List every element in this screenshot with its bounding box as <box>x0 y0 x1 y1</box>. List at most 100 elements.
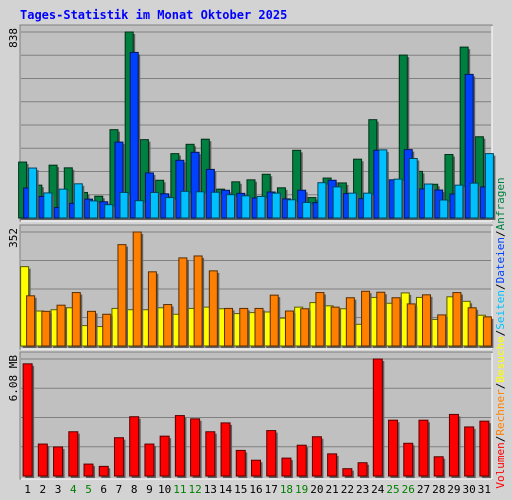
bar-rechner-day-11 <box>178 257 188 347</box>
bar-seiten-day-12 <box>195 191 205 219</box>
bar-rechner-day-28 <box>437 314 447 347</box>
bar-seiten-day-4 <box>73 183 83 219</box>
bar-seiten-day-18 <box>286 199 296 219</box>
bar-rechner-day-31 <box>482 316 492 347</box>
x-tick-label: 10 <box>158 483 171 496</box>
bar-dateien-day-12 <box>190 151 200 219</box>
bar-rechner-day-19 <box>300 308 310 347</box>
x-tick-label: 20 <box>310 483 323 496</box>
bar-volumen-day-17 <box>266 430 277 477</box>
chart-panels: 838 352 6.08 MB <box>7 24 496 480</box>
bar-seiten-day-19 <box>302 201 312 219</box>
bar-rechner-day-30 <box>467 307 477 347</box>
x-tick-label: 9 <box>146 483 153 496</box>
panel-visits: 352 <box>7 224 494 350</box>
x-tick-label: 22 <box>341 483 354 496</box>
bar-rechner-day-9 <box>147 271 157 347</box>
bar-seiten-day-13 <box>210 191 220 219</box>
bar-volumen-day-6 <box>98 465 109 477</box>
x-tick-label: 15 <box>234 483 247 496</box>
bar-dateien-day-11 <box>175 159 185 219</box>
x-tick-label: 11 <box>173 483 186 496</box>
bar-rechner-day-26 <box>406 303 416 347</box>
bar-seiten-day-15 <box>241 195 251 219</box>
bar-rechner-day-20 <box>315 292 325 347</box>
bar-volumen-day-18 <box>281 457 292 477</box>
bar-volumen-day-25 <box>388 419 399 477</box>
x-tick-label: 6 <box>100 483 107 496</box>
bar-dateien-day-7 <box>114 141 124 219</box>
bar-volumen-day-10 <box>159 435 170 477</box>
bar-seiten-day-20 <box>317 182 327 219</box>
bar-seiten-day-29 <box>454 184 464 219</box>
bar-seiten-day-7 <box>119 191 129 219</box>
bar-volumen-day-14 <box>220 422 231 477</box>
bar-rechner-day-18 <box>284 310 294 347</box>
x-tick-label: 8 <box>131 483 138 496</box>
bar-seiten-day-25 <box>393 178 403 219</box>
y-axis-max-label: 352 <box>7 228 20 248</box>
bar-volumen-day-7 <box>113 437 124 477</box>
x-tick-label: 17 <box>265 483 278 496</box>
bar-seiten-day-22 <box>347 192 357 219</box>
bar-volumen-day-2 <box>37 443 48 477</box>
bar-volumen-day-26 <box>403 442 414 477</box>
bar-rechner-day-3 <box>56 304 66 347</box>
bar-rechner-day-2 <box>41 310 51 347</box>
chart-title: Tages-Statistik im Monat Oktober 2025 <box>20 8 287 22</box>
bar-rechner-day-13 <box>208 270 218 347</box>
bar-seiten-day-9 <box>149 191 159 219</box>
legend-entry-seiten: Seiten <box>494 290 507 330</box>
bar-seiten-day-28 <box>439 199 449 219</box>
bar-seiten-day-2 <box>43 192 53 219</box>
series-rechner <box>26 231 494 348</box>
bar-seiten-day-1 <box>28 167 38 219</box>
bar-volumen-day-29 <box>448 413 459 477</box>
bar-rechner-day-6 <box>102 313 112 347</box>
bar-volumen-day-30 <box>464 426 475 477</box>
x-tick-label: 30 <box>463 483 476 496</box>
bar-seiten-day-26 <box>408 158 418 219</box>
bar-rechner-day-16 <box>254 307 264 347</box>
x-tick-label: 2 <box>40 483 47 496</box>
bar-rechner-day-1 <box>26 295 36 347</box>
x-tick-label: 26 <box>402 483 415 496</box>
bar-seiten-day-30 <box>469 182 479 219</box>
x-tick-label: 14 <box>219 483 233 496</box>
bar-seiten-day-24 <box>378 149 388 219</box>
bar-seiten-day-14 <box>226 194 236 219</box>
bar-volumen-day-9 <box>144 443 155 477</box>
bar-rechner-day-22 <box>345 297 355 347</box>
bar-seiten-day-5 <box>89 200 99 219</box>
x-tick-label: 4 <box>70 483 77 496</box>
series-seiten <box>28 149 496 220</box>
x-tick-label: 31 <box>478 483 491 496</box>
bar-volumen-day-24 <box>372 358 383 477</box>
bar-volumen-day-15 <box>235 449 246 477</box>
bar-volumen-day-13 <box>205 431 216 477</box>
bar-rechner-day-24 <box>376 291 386 347</box>
bar-volumen-day-28 <box>433 456 444 477</box>
x-tick-label: 12 <box>188 483 201 496</box>
bar-rechner-day-27 <box>421 294 431 347</box>
panel-requests: 838 <box>7 24 496 222</box>
x-tick-label: 5 <box>85 483 92 496</box>
legend-separator: / <box>494 383 507 390</box>
bar-volumen-day-12 <box>190 418 201 477</box>
y-axis-max-label: 6.08 MB <box>7 355 20 402</box>
x-tick-label: 13 <box>204 483 217 496</box>
legend-entry-anfragen: Anfragen <box>494 177 507 230</box>
legend-separator: / <box>494 330 507 337</box>
legend-separator: / <box>494 283 507 290</box>
bar-seiten-day-21 <box>332 186 342 219</box>
bar-rechner-day-8 <box>132 231 142 347</box>
x-tick-label: 19 <box>295 483 308 496</box>
x-tick-label: 25 <box>386 483 399 496</box>
bar-seiten-day-6 <box>104 204 114 219</box>
bar-volumen-day-27 <box>418 419 429 477</box>
x-tick-label: 21 <box>326 483 339 496</box>
bar-volumen-day-23 <box>357 462 368 477</box>
bar-seiten-day-27 <box>423 183 433 219</box>
side-legend: Volumen/Rechner/Besuche/Seiten/Dateien/A… <box>494 177 507 488</box>
